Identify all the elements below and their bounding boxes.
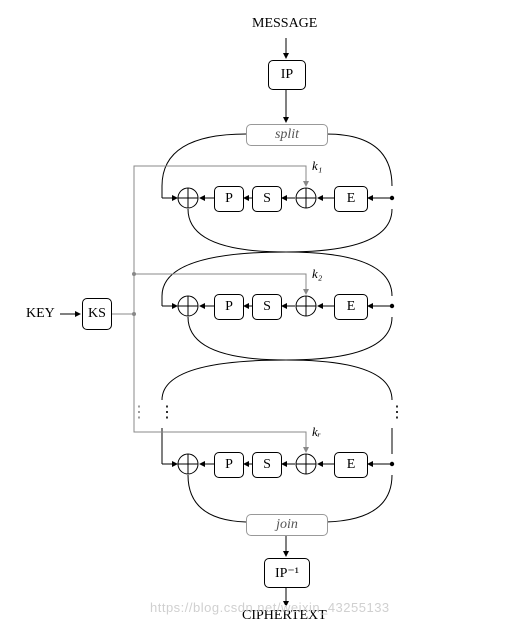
join-text: join <box>276 517 298 533</box>
e-block-r1: E <box>334 186 368 212</box>
s-block-rr: S <box>252 452 282 478</box>
kr-label: kᵣ <box>312 424 321 440</box>
xor-left-r1 <box>177 187 199 209</box>
k1-label: k₁ <box>312 158 322 174</box>
watermark: https://blog.csdn.net/weixin_43255133 <box>150 600 390 615</box>
k2-label: k₂ <box>312 266 322 282</box>
split-text: split <box>275 127 299 143</box>
ellipsis-right: ⋮ <box>389 402 405 422</box>
p-block-r2: P <box>214 294 244 320</box>
edges <box>0 0 508 644</box>
ks-block: KS <box>82 298 112 330</box>
s-block-r2: S <box>252 294 282 320</box>
xor-left-r2 <box>177 295 199 317</box>
ellipsis-key: ⋮ <box>131 402 147 422</box>
ipinv-text: IP⁻¹ <box>275 565 299 582</box>
xor-key-r1 <box>295 187 317 209</box>
p-block-rr: P <box>214 452 244 478</box>
xor-left-rr <box>177 453 199 475</box>
ellipsis-left: ⋮ <box>159 402 175 422</box>
xor-key-r2 <box>295 295 317 317</box>
e-block-r2: E <box>334 294 368 320</box>
s-block-r1: S <box>252 186 282 212</box>
ip-block: IP <box>268 60 306 90</box>
split-block: split <box>246 124 328 146</box>
key-label: KEY <box>26 306 55 322</box>
message-label: MESSAGE <box>252 16 317 32</box>
des-diagram: MESSAGE CIPHERTEXT KEY IP split KS P S E… <box>0 0 508 644</box>
xor-key-rr <box>295 453 317 475</box>
p-block-r1: P <box>214 186 244 212</box>
ip-text: IP <box>281 67 293 83</box>
e-block-rr: E <box>334 452 368 478</box>
ks-text: KS <box>88 306 106 322</box>
join-block: join <box>246 514 328 536</box>
ipinv-block: IP⁻¹ <box>264 558 310 588</box>
